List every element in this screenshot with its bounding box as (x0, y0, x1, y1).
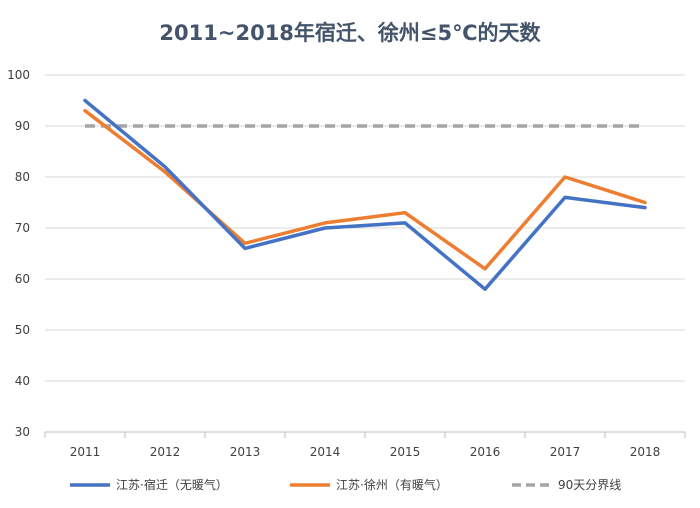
y-tick-label: 70 (15, 221, 30, 235)
legend: 江苏·宿迁（无暖气） 江苏·徐州（有暖气） 90天分界线 (70, 477, 621, 492)
x-tick-label: 2017 (550, 445, 581, 459)
x-tick-label: 2014 (310, 445, 341, 459)
chart-title: 2011~2018年宿迁、徐州≤5℃的天数 (159, 21, 541, 45)
series-line-1 (83, 108, 647, 271)
y-tick-label: 60 (15, 272, 30, 286)
legend-label: 江苏·宿迁（无暖气） (116, 477, 228, 492)
x-tick-label: 2012 (150, 445, 181, 459)
x-tick-label: 2018 (630, 445, 661, 459)
x-tick-label: 2015 (390, 445, 421, 459)
legend-label: 江苏·徐州（有暖气） (336, 477, 448, 492)
series-lines (83, 98, 647, 291)
x-tick-label: 2011 (70, 445, 101, 459)
y-tick-label: 30 (15, 425, 30, 439)
y-tick-label: 40 (15, 374, 30, 388)
x-tick-label: 2016 (470, 445, 501, 459)
y-tick-label: 50 (15, 323, 30, 337)
y-axis: 30 40 50 60 70 80 90 100 (7, 68, 30, 439)
y-tick-label: 90 (15, 119, 30, 133)
x-tick-label: 2013 (230, 445, 261, 459)
legend-label: 90天分界线 (558, 478, 621, 492)
gridlines (45, 74, 685, 433)
series-line-0 (83, 98, 647, 291)
y-tick-label: 80 (15, 170, 30, 184)
x-axis: 2011 2012 2013 2014 2015 2016 2017 2018 (44, 432, 686, 459)
y-tick-label: 100 (7, 68, 30, 82)
